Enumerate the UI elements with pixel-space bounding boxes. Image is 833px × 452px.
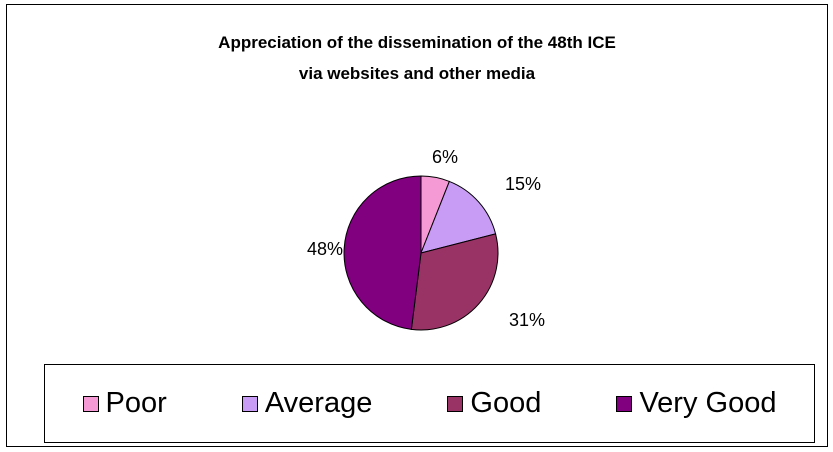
- legend-item-poor: Poor: [82, 387, 167, 420]
- pie-chart: 6% 15% 31% 48%: [307, 147, 545, 331]
- data-label-very-good: 48%: [307, 239, 343, 259]
- legend-swatch-average: [241, 395, 258, 412]
- pie-slice-very-good: [343, 175, 422, 330]
- legend-label-good: Good: [470, 387, 542, 419]
- chart-title: Appreciation of the dissemination of the…: [7, 27, 827, 89]
- legend: Poor Average Good Very Good: [44, 364, 815, 443]
- legend-label-very-good: Very Good: [639, 387, 777, 419]
- pie-slice-average: [420, 180, 497, 254]
- legend-swatch-very-good: [616, 395, 633, 412]
- legend-swatch-good: [447, 395, 464, 412]
- data-label-poor: 6%: [432, 147, 458, 167]
- chart-title-line-1: Appreciation of the dissemination of the…: [218, 33, 616, 52]
- legend-label-average: Average: [264, 387, 373, 419]
- chart-title-line-2: via websites and other media: [298, 64, 536, 83]
- legend-item-average: Average: [241, 387, 373, 420]
- legend-item-good: Good: [447, 387, 541, 420]
- legend-item-very-good: Very Good: [616, 387, 776, 420]
- legend-swatch-poor: [82, 395, 99, 412]
- legend-label-poor: Poor: [105, 387, 167, 419]
- data-label-good: 31%: [509, 310, 545, 330]
- chart-area: Appreciation of the dissemination of the…: [6, 4, 828, 447]
- pie-slice-good: [410, 233, 499, 331]
- data-label-average: 15%: [505, 174, 541, 194]
